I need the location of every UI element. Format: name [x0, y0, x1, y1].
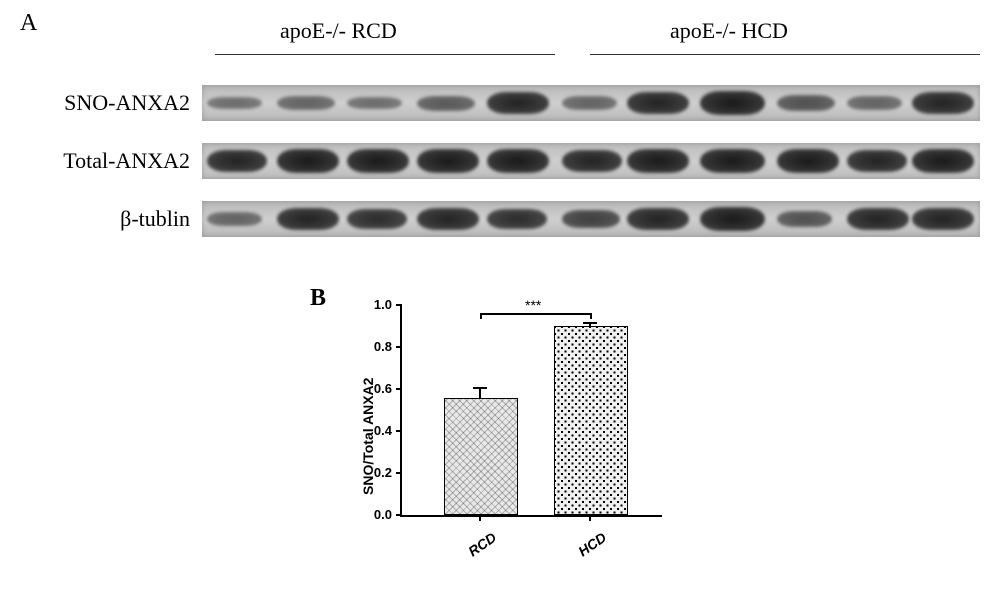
y-tick	[396, 514, 402, 516]
y-tick	[396, 304, 402, 306]
band	[700, 149, 765, 173]
group-underline-hcd	[590, 54, 980, 55]
band	[627, 92, 689, 114]
panel-b-label: B	[310, 285, 326, 312]
band	[700, 207, 765, 231]
band	[847, 208, 909, 230]
band	[277, 149, 339, 173]
band	[417, 149, 479, 173]
y-tick-label: 0.2	[362, 465, 392, 480]
y-tick	[396, 430, 402, 432]
band	[847, 150, 907, 172]
significance-tick	[480, 313, 482, 319]
x-tick-label: RCD	[457, 529, 499, 565]
bar-rcd	[444, 398, 518, 516]
x-tick	[589, 515, 591, 521]
band	[487, 92, 549, 114]
bar-hcd	[554, 326, 628, 515]
band	[847, 96, 902, 110]
band	[277, 208, 339, 230]
band	[487, 149, 549, 173]
y-tick-label: 0.0	[362, 507, 392, 522]
blot-row: Total-ANXA2	[20, 143, 980, 179]
band	[347, 209, 407, 229]
row-label: Total-ANXA2	[20, 148, 202, 174]
band	[912, 208, 974, 230]
blot-row: β-tublin	[20, 201, 980, 237]
y-tick-label: 0.6	[362, 381, 392, 396]
band	[562, 96, 617, 110]
row-label: β-tublin	[20, 206, 202, 232]
x-tick-label: HCD	[567, 529, 609, 565]
band	[627, 208, 689, 230]
significance-stars: ***	[525, 297, 541, 313]
blot-strip	[202, 201, 980, 237]
y-tick-label: 1.0	[362, 297, 392, 312]
band	[207, 212, 262, 226]
band	[347, 97, 402, 109]
panel-b: B SNO/Total ANXA2 0.00.20.40.60.81.0RCDH…	[320, 285, 740, 585]
band	[562, 210, 620, 228]
band	[777, 211, 832, 227]
y-tick	[396, 388, 402, 390]
band	[777, 149, 839, 173]
significance-line	[480, 313, 590, 315]
band	[417, 208, 479, 230]
group-label-rcd: apoE-/- RCD	[280, 18, 397, 44]
group-underline-rcd	[215, 54, 555, 55]
chart-area: 0.00.20.40.60.81.0RCDHCD***	[400, 305, 662, 517]
band	[277, 96, 335, 110]
y-tick-label: 0.4	[362, 423, 392, 438]
band	[627, 149, 689, 173]
significance-tick	[590, 313, 592, 319]
y-tick-label: 0.8	[362, 339, 392, 354]
band	[417, 96, 475, 111]
group-label-hcd: apoE-/- HCD	[670, 18, 788, 44]
error-cap	[583, 322, 597, 324]
x-tick	[479, 515, 481, 521]
band	[207, 150, 267, 172]
blot-rows: SNO-ANXA2 Total-ANXA2 β-tublin	[20, 85, 980, 259]
blot-strip	[202, 143, 980, 179]
panel-a-label: A	[20, 10, 37, 37]
band	[207, 97, 262, 109]
band	[912, 149, 974, 173]
row-label: SNO-ANXA2	[20, 90, 202, 116]
band	[347, 149, 409, 173]
blot-row: SNO-ANXA2	[20, 85, 980, 121]
band	[912, 92, 974, 114]
y-tick	[396, 472, 402, 474]
group-labels-row: apoE-/- RCD apoE-/- HCD	[200, 18, 980, 58]
y-tick	[396, 346, 402, 348]
blot-strip	[202, 85, 980, 121]
band	[777, 95, 835, 111]
error-cap	[473, 387, 487, 389]
band	[700, 91, 765, 115]
band	[487, 209, 547, 229]
band	[562, 150, 622, 172]
